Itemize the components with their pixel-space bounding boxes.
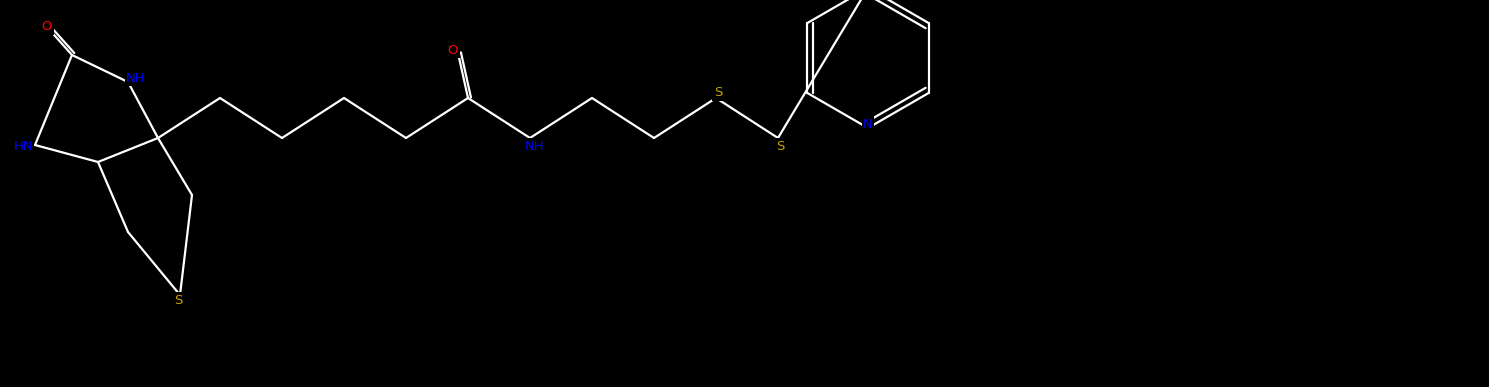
Text: HN: HN: [13, 140, 33, 154]
Text: S: S: [174, 293, 182, 307]
Text: O: O: [448, 43, 459, 57]
Text: NH: NH: [127, 72, 146, 84]
Text: S: S: [776, 139, 785, 152]
Text: S: S: [713, 87, 722, 99]
Text: NH: NH: [526, 139, 545, 152]
Text: N: N: [864, 118, 873, 130]
Text: O: O: [42, 21, 52, 34]
